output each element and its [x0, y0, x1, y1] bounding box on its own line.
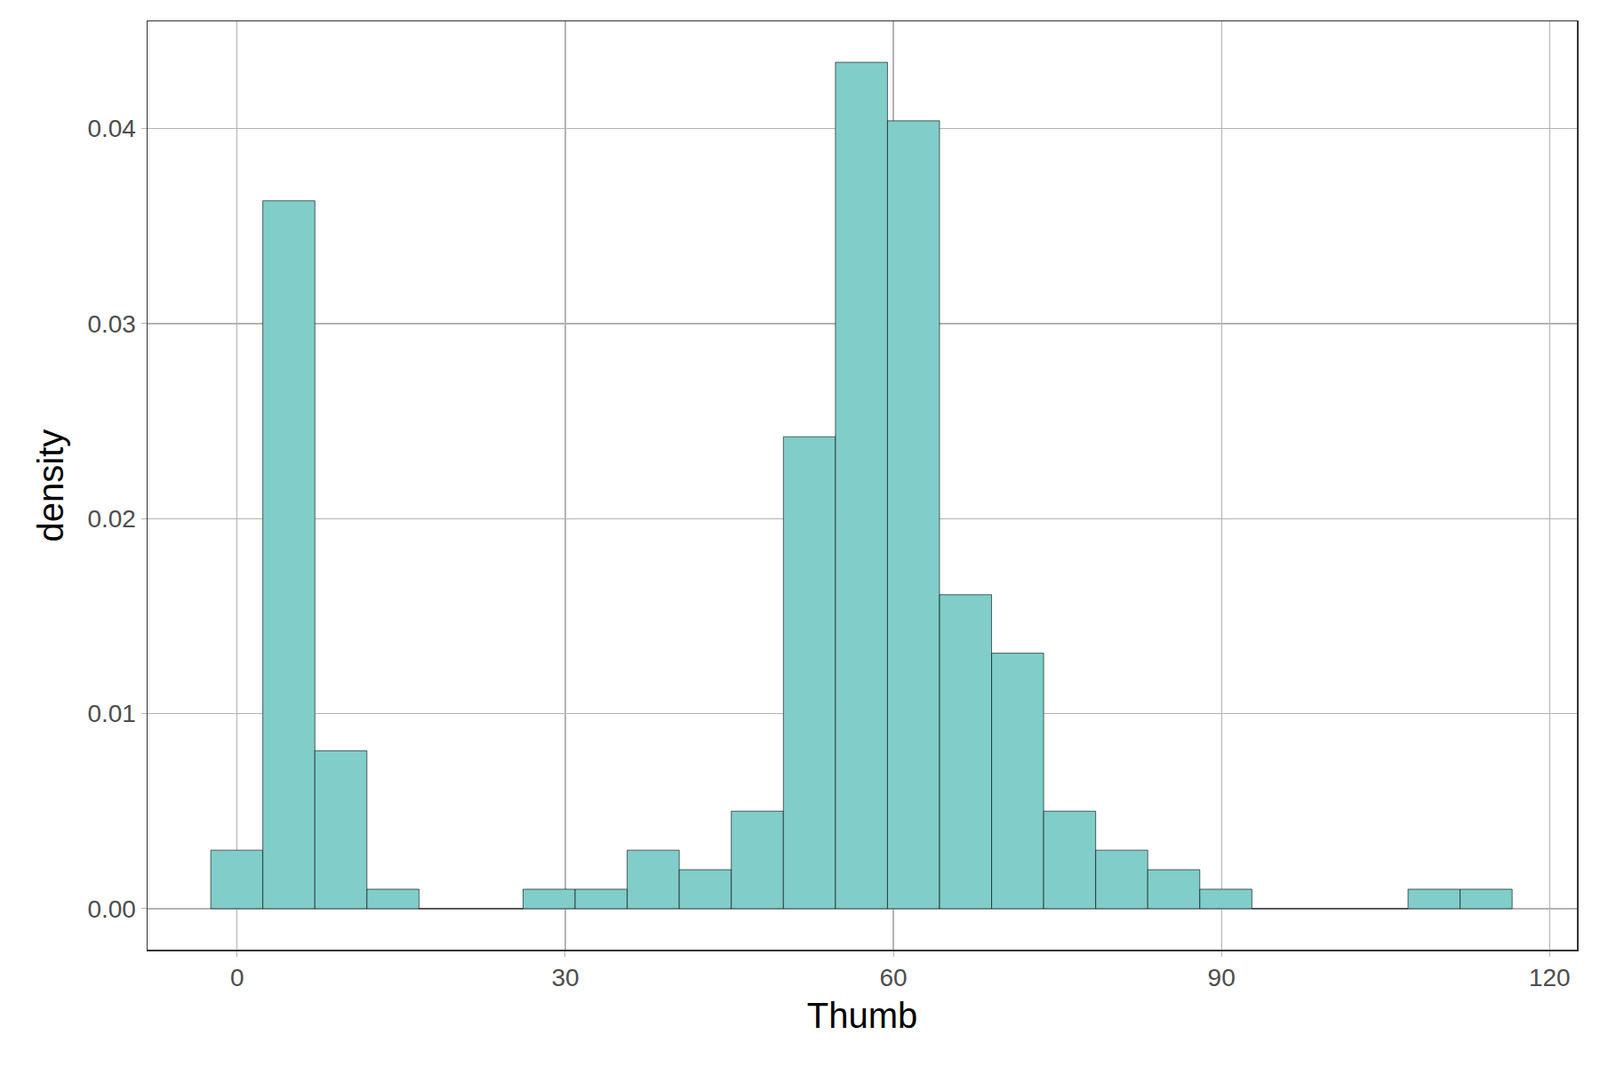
svg-text:0.01: 0.01: [87, 699, 136, 728]
svg-text:Thumb: Thumb: [807, 995, 919, 1035]
svg-text:density: density: [31, 429, 71, 543]
svg-text:90: 90: [1208, 963, 1236, 992]
svg-text:0.03: 0.03: [87, 310, 136, 338]
svg-text:60: 60: [879, 963, 907, 992]
svg-text:0: 0: [230, 963, 245, 992]
svg-text:120: 120: [1528, 963, 1571, 992]
svg-text:0.02: 0.02: [87, 504, 136, 533]
svg-text:0.00: 0.00: [87, 895, 136, 923]
svg-text:0.04: 0.04: [87, 114, 136, 143]
svg-text:30: 30: [551, 963, 579, 992]
